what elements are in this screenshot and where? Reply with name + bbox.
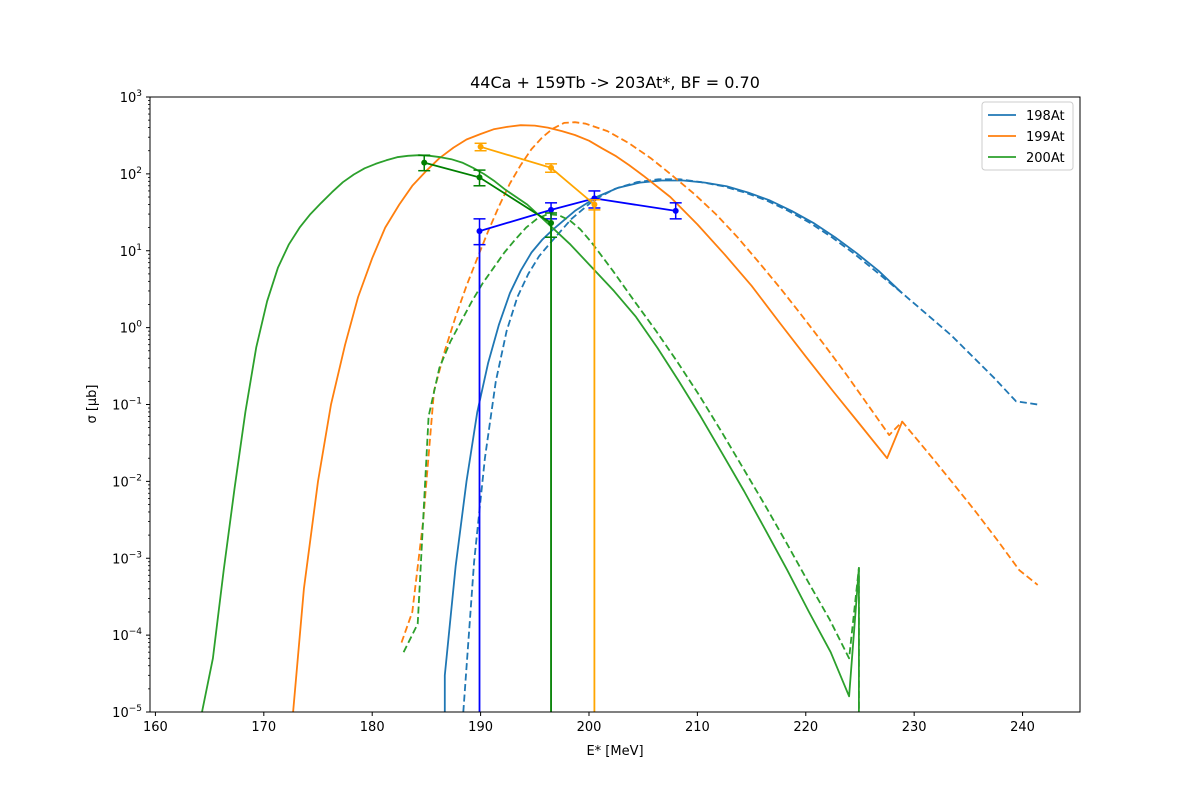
chart-title: 44Ca + 159Tb -> 203At*, BF = 0.70 (470, 73, 760, 92)
legend-box (981, 101, 1074, 171)
x-tick-label: 170 (251, 720, 276, 735)
y-tick-label: 10−5 (112, 704, 142, 721)
data-point (548, 164, 555, 171)
measured-199At (474, 142, 601, 712)
curve-198At-dashed (462, 178, 1038, 712)
legend-label: 200At (1026, 151, 1065, 166)
x-tick-label: 240 (1010, 720, 1035, 735)
legend: 198At 199At 200At (981, 101, 1074, 171)
curve-199At-solid (292, 124, 904, 712)
y-tick-label: 10−1 (112, 397, 142, 414)
data-point (672, 207, 679, 214)
y-tick-label: 10−4 (112, 627, 142, 644)
plot-area (201, 121, 1039, 712)
measured-198At (473, 190, 682, 712)
measured-200At (418, 154, 558, 712)
x-tick-label: 180 (360, 720, 385, 735)
curve-200At-solid (201, 154, 860, 712)
y-tick-label: 100 (120, 320, 143, 337)
x-tick-label: 230 (902, 720, 927, 735)
y-axis-label: σ [μb] (85, 384, 100, 423)
data-point (548, 206, 555, 213)
data-point (421, 159, 428, 166)
y-tick-label: 102 (120, 166, 142, 183)
y-tick-label: 10−2 (112, 473, 142, 490)
y-tick-label: 101 (120, 243, 142, 260)
x-tick-label: 200 (577, 720, 602, 735)
legend-label: 198At (1026, 109, 1065, 124)
x-axis-label: E* [MeV] (586, 744, 643, 759)
x-tick-label: 220 (793, 720, 818, 735)
y-tick-label: 10−3 (112, 550, 142, 567)
data-point (477, 143, 484, 150)
data-point (591, 201, 598, 208)
data-point (476, 228, 483, 235)
legend-label: 199At (1026, 130, 1065, 145)
axes: 160 170 180 190 200 210 220 230 240 10−5 10−4 10−3 1… (112, 89, 1081, 735)
curve-199At-dashed (400, 121, 1039, 643)
data-point (476, 174, 483, 181)
data-point (548, 219, 555, 226)
x-tick-label: 160 (143, 720, 168, 735)
curve-200At-dashed (402, 213, 860, 712)
measured-line-198At (479, 197, 676, 232)
x-tick-label: 210 (685, 720, 710, 735)
y-tick-label: 103 (120, 89, 142, 106)
x-tick-label: 190 (468, 720, 493, 735)
